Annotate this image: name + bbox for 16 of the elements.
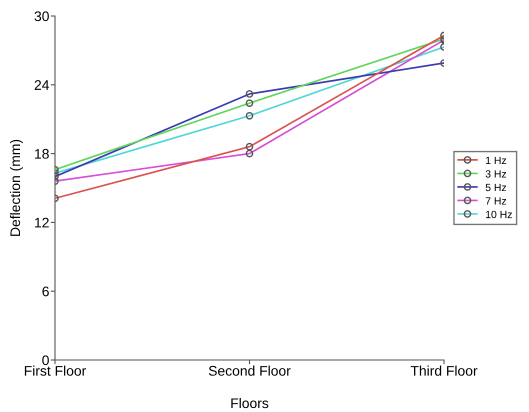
legend-label: 1 Hz [486, 156, 506, 164]
y-tick-label: 0 [42, 355, 49, 366]
x-axis-title: Floors [231, 398, 268, 408]
legend-label: 7 Hz [486, 197, 506, 205]
legend-label: 5 Hz [486, 184, 506, 192]
y-tick-label: 6 [42, 286, 49, 296]
x-tick-label: First Floor [24, 366, 86, 376]
y-tick-label: 24 [34, 80, 50, 90]
legend-label: 3 Hz [486, 170, 506, 178]
y-axis-title: Deflection (mm) [10, 140, 23, 236]
x-tick-label: Second Floor [208, 366, 291, 376]
y-tick-label: 30 [34, 11, 49, 22]
x-tick-label: Third Floor [410, 366, 478, 376]
y-tick-label: 12 [35, 218, 49, 228]
y-tick-label: 18 [35, 148, 49, 159]
legend-label: 10 Hz [486, 210, 512, 218]
